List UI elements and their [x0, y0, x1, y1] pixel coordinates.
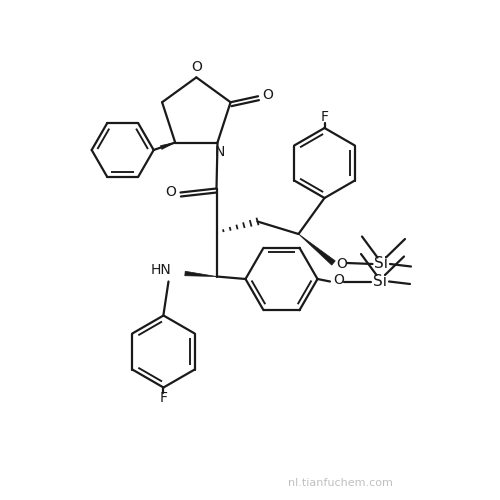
Polygon shape [298, 234, 336, 265]
Text: F: F [320, 110, 328, 124]
Text: Si: Si [374, 256, 388, 272]
Text: Si: Si [373, 274, 387, 289]
Text: O: O [336, 257, 347, 271]
Text: O: O [165, 184, 176, 198]
Text: F: F [160, 392, 168, 406]
Text: O: O [334, 274, 344, 287]
Polygon shape [185, 272, 216, 276]
Text: HN: HN [151, 263, 172, 277]
Polygon shape [160, 142, 175, 150]
Text: N: N [215, 144, 225, 158]
Text: O: O [191, 60, 202, 74]
Text: O: O [262, 88, 274, 102]
Text: nl.tianfuchem.com: nl.tianfuchem.com [288, 478, 393, 488]
